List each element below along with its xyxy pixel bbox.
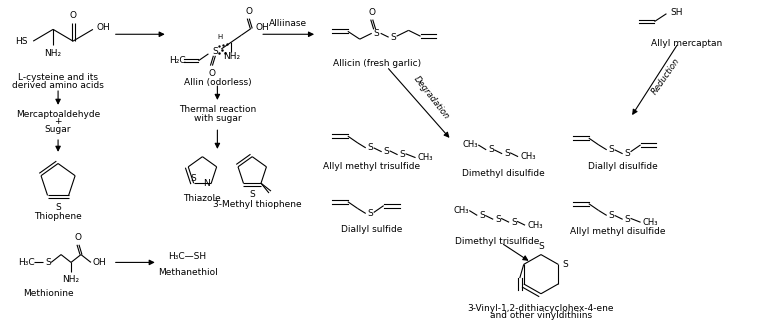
Text: CH₃: CH₃ — [643, 218, 658, 227]
Text: S: S — [488, 145, 494, 154]
Text: NH₂: NH₂ — [223, 52, 240, 61]
Text: S: S — [55, 203, 61, 212]
Text: S: S — [191, 174, 196, 183]
Text: with sugar: with sugar — [194, 114, 241, 123]
Text: S: S — [384, 147, 389, 156]
Text: S: S — [624, 215, 630, 224]
Text: S: S — [368, 143, 374, 152]
Text: S: S — [250, 190, 255, 199]
Text: CH₃: CH₃ — [417, 153, 433, 162]
Text: N: N — [204, 178, 211, 187]
Text: S: S — [538, 242, 544, 251]
Text: Degradation: Degradation — [412, 74, 451, 121]
Text: OH: OH — [255, 23, 269, 32]
Text: S: S — [45, 258, 51, 267]
Text: S: S — [511, 218, 517, 227]
Text: S: S — [495, 215, 501, 224]
Text: S: S — [504, 149, 510, 158]
Text: Reduction: Reduction — [650, 56, 681, 96]
Text: S: S — [368, 209, 374, 218]
Text: Allicin (fresh garlic): Allicin (fresh garlic) — [332, 59, 421, 68]
Text: CH₃: CH₃ — [520, 152, 535, 161]
Text: CH₃: CH₃ — [453, 206, 470, 215]
Text: Diallyl disulfide: Diallyl disulfide — [588, 161, 657, 170]
Text: S: S — [480, 211, 485, 220]
Text: H₃C—SH: H₃C—SH — [169, 252, 207, 261]
Text: derived amino acids: derived amino acids — [12, 81, 104, 90]
Text: H₂C: H₂C — [169, 56, 186, 65]
Text: +: + — [54, 117, 62, 126]
Text: S: S — [374, 29, 379, 38]
Text: S: S — [609, 145, 614, 154]
Text: S: S — [562, 260, 568, 269]
Text: Thermal reaction: Thermal reaction — [178, 105, 256, 114]
Text: H: H — [217, 34, 222, 40]
Text: L-cysteine and its: L-cysteine and its — [18, 74, 98, 82]
Text: Mercaptoaldehyde: Mercaptoaldehyde — [16, 110, 100, 119]
Text: Methionine: Methionine — [23, 289, 74, 298]
Text: Allyl methyl trisulfide: Allyl methyl trisulfide — [323, 161, 421, 170]
Text: S: S — [624, 149, 630, 158]
Text: Thiophene: Thiophene — [34, 213, 82, 221]
Text: SH: SH — [670, 8, 683, 17]
Text: and other vinyldithiins: and other vinyldithiins — [490, 311, 592, 320]
Text: S: S — [391, 33, 396, 42]
Text: S: S — [400, 150, 405, 159]
Text: Dimethyl trisulfide: Dimethyl trisulfide — [455, 237, 539, 246]
Text: H₃C: H₃C — [18, 258, 35, 267]
Text: O: O — [368, 8, 375, 17]
Text: O: O — [70, 11, 77, 20]
Text: Diallyl sulfide: Diallyl sulfide — [341, 225, 402, 234]
Text: Dimethyl disulfide: Dimethyl disulfide — [462, 169, 545, 178]
Text: Thiazole: Thiazole — [184, 194, 221, 203]
Text: CH₃: CH₃ — [527, 221, 542, 230]
Text: CH₃: CH₃ — [463, 140, 478, 149]
Text: S: S — [212, 48, 218, 56]
Text: NH₂: NH₂ — [63, 275, 80, 284]
Text: O: O — [209, 69, 216, 78]
Text: Allin (odorless): Allin (odorless) — [184, 78, 251, 87]
Text: Methanethiol: Methanethiol — [158, 268, 218, 277]
Text: 3-Vinyl-1,2-dithiacyclohex-4-ene: 3-Vinyl-1,2-dithiacyclohex-4-ene — [468, 304, 614, 313]
Text: NH₂: NH₂ — [44, 49, 61, 58]
Text: OH: OH — [97, 23, 110, 32]
Text: Allyl methyl disulfide: Allyl methyl disulfide — [570, 227, 666, 236]
Text: O: O — [246, 7, 253, 16]
Text: Alliinase: Alliinase — [269, 19, 307, 28]
Text: O: O — [74, 233, 81, 242]
Text: 3-Methyl thiophene: 3-Methyl thiophene — [213, 200, 302, 209]
Text: OH: OH — [93, 258, 106, 267]
Text: Allyl mercaptan: Allyl mercaptan — [651, 39, 722, 48]
Text: HS: HS — [15, 37, 28, 46]
Text: Sugar: Sugar — [45, 125, 71, 134]
Text: S: S — [609, 211, 614, 220]
